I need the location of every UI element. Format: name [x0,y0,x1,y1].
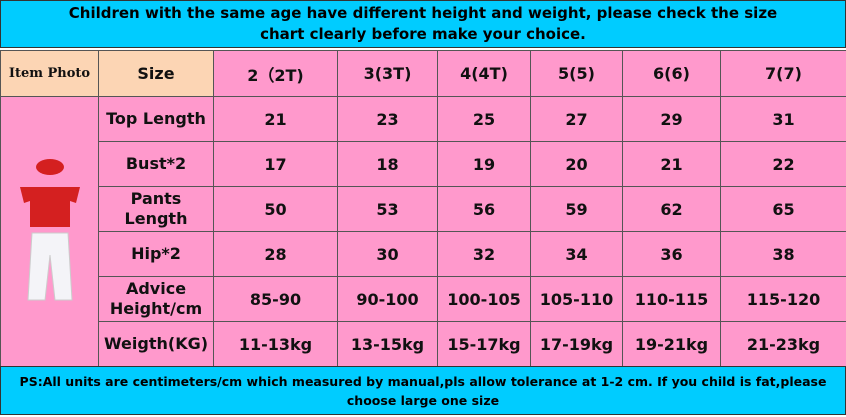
body-row: Bust*2 17 18 19 20 21 22 [1,141,846,187]
row-label: Advice Height/cm [98,276,214,322]
header-cell: Size [98,50,214,97]
row-label: Bust*2 [98,141,214,187]
size-value: 100-105 [437,276,531,322]
size-value: 34 [530,231,623,277]
size-value: 17-19kg [530,321,623,367]
body-row: Top Length 21 23 25 27 29 31 [0,96,846,367]
row-label: Top Length [98,96,214,142]
size-value: 25 [437,96,531,142]
header-cell: 6(6) [622,50,721,97]
header-row: Item Photo Size 2（2T) 3(3T) 4(4T) 5(5) 6(6) 7(7… [0,50,846,97]
size-value: 90-100 [337,276,438,322]
size-value: 17 [213,141,338,187]
row-label: Hip*2 [98,231,214,277]
headband-bow [35,158,64,175]
size-value: 32 [437,231,531,277]
body-row: Pants Length 50 53 56 59 62 65 [1,186,846,232]
size-value: 22 [720,141,846,187]
header-cell: 4(4T) [437,50,531,97]
body-row: Advice Height/cm 85-90 90-100 100-105 105-11… [1,276,846,322]
size-value: 115-120 [720,276,846,322]
size-value: 28 [213,231,338,277]
size-value: 85-90 [213,276,338,322]
footer-note: PS:All units are centimeters/cm which me… [0,366,846,415]
header-cell: 7(7) [720,50,846,97]
size-value: 30 [337,231,438,277]
size-value: 20 [530,141,623,187]
size-value: 36 [622,231,721,277]
header-cell: 2（2T) [213,50,338,97]
body-row: Hip*2 28 30 32 34 36 38 [1,231,846,277]
size-value: 59 [530,186,623,232]
size-value: 11-13kg [213,321,338,367]
size-value: 38 [720,231,846,277]
item-photo [19,158,80,300]
size-value: 29 [622,96,721,142]
size-value: 19-21kg [622,321,721,367]
body-row: Weigth(KG) 11-13kg 13-15kg 15-17kg 17-19kg 19… [1,321,846,367]
size-value: 62 [622,186,721,232]
size-value: 23 [337,96,438,142]
photo-cell [0,96,99,367]
size-table: Item Photo Size 2（2T) 3(3T) 4(4T) 5(5) 6(6) 7(7… [0,50,846,367]
size-value: 18 [337,141,438,187]
banner: Children with the same age have differen… [0,0,846,48]
size-value: 21 [213,96,338,142]
size-value: 27 [530,96,623,142]
header-cell: Item Photo [0,50,99,97]
size-value: 53 [337,186,438,232]
pants [26,232,73,300]
header-cell: 3(3T) [337,50,438,97]
top [19,186,80,227]
size-value: 21 [622,141,721,187]
size-value: 15-17kg [437,321,531,367]
size-value: 56 [437,186,531,232]
size-value: 13-15kg [337,321,438,367]
size-value: 31 [720,96,846,142]
row-label: Pants Length [98,186,214,232]
size-value: 21-23kg [720,321,846,367]
size-value: 19 [437,141,531,187]
row-label: Weigth(KG) [98,321,214,367]
size-value: 110-115 [622,276,721,322]
size-value: 105-110 [530,276,623,322]
size-value: 65 [720,186,846,232]
header-cell: 5(5) [530,50,623,97]
size-value: 50 [213,186,338,232]
